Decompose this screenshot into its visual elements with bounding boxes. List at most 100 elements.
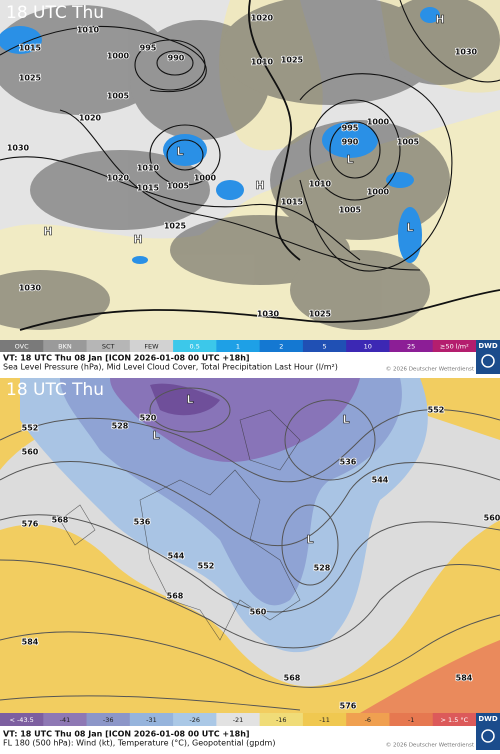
legend-label: -1 xyxy=(408,716,414,724)
legend: OVC BKN SCT FEW 0.5 1 2 5 10 25 ≥50 l/m² xyxy=(0,340,477,352)
legend-label: -36 xyxy=(103,716,114,724)
legend-label: -31 xyxy=(146,716,157,724)
contour-label: 576 xyxy=(340,702,357,711)
pressure-center: L xyxy=(342,413,349,426)
logo-box xyxy=(476,340,500,374)
contour-label: 1010 xyxy=(309,180,332,189)
pressure-center: L xyxy=(306,533,313,546)
contour-labels: 552 560 576 568 584 520 528 536 544 552 568 560 528 5… xyxy=(21,393,500,712)
contour-label: 560 xyxy=(22,448,39,457)
contour-label: 1030 xyxy=(7,144,30,153)
logo: DWD xyxy=(478,715,498,723)
contour-label: 560 xyxy=(250,608,267,617)
pressure-center: L xyxy=(406,221,413,234)
contour-label: 1000 xyxy=(107,52,130,61)
contour-label: 584 xyxy=(22,638,39,647)
contour-label: 1000 xyxy=(367,188,390,197)
legend-swatch xyxy=(0,713,44,726)
legend-swatch xyxy=(259,340,304,352)
time-label: 18 UTC Thu xyxy=(6,380,104,400)
legend-swatch xyxy=(43,340,88,352)
contour-label: 536 xyxy=(340,458,357,467)
contour-label: 560 xyxy=(484,514,500,523)
contour-label: 1025 xyxy=(281,56,304,65)
pressure-center: L xyxy=(152,429,159,442)
contour-label: 1015 xyxy=(137,184,160,193)
legend-label: < -43.5 xyxy=(9,716,33,724)
contour-label: 552 xyxy=(22,424,39,433)
pressure-center: L xyxy=(346,153,353,166)
contour-label: 1010 xyxy=(251,58,274,67)
legend-label: -16 xyxy=(276,716,287,724)
contour-label: 1010 xyxy=(77,26,100,35)
contour-label: 1000 xyxy=(367,118,390,127)
contour-label: 1015 xyxy=(281,198,304,207)
legend-swatch xyxy=(432,340,477,352)
legend-label: FEW xyxy=(144,343,159,351)
legend-swatch xyxy=(259,713,304,726)
contour-label: 1030 xyxy=(455,48,478,57)
contour-label: 1000 xyxy=(194,174,217,183)
contour-label: 520 xyxy=(140,414,157,423)
time-label: 18 UTC Thu xyxy=(6,3,104,23)
top-map: 18 UTC Thu xyxy=(0,0,500,340)
contour-label: 568 xyxy=(52,516,69,525)
contour-label: 1005 xyxy=(397,138,420,147)
contour-label: 552 xyxy=(198,562,215,571)
legend-label: 25 xyxy=(407,343,415,351)
contour-label: 995 xyxy=(342,124,359,133)
contour-label: 584 xyxy=(456,674,473,683)
pressure-center: L xyxy=(176,145,183,158)
legend-label: -11 xyxy=(319,716,330,724)
contour-label: 1025 xyxy=(309,310,332,319)
contour-label: 1005 xyxy=(339,206,362,215)
legend-label: -6 xyxy=(365,716,371,724)
contour-label: 552 xyxy=(428,406,445,415)
legend-swatch xyxy=(43,713,88,726)
contour-label: 1010 xyxy=(137,164,160,173)
contour-label: 528 xyxy=(112,422,129,431)
legend-label: SCT xyxy=(102,343,115,351)
legend: < -43.5 -41 -36 -31 -26 -21 -16 -11 -6 -1 > 1.5 °C xyxy=(0,713,477,726)
contour-label: 1005 xyxy=(167,182,190,191)
legend-label: -41 xyxy=(60,716,71,724)
legend-label: BKN xyxy=(58,343,72,351)
contour-label: 544 xyxy=(168,552,185,561)
legend-swatch xyxy=(0,340,44,352)
legend-label: 0.5 xyxy=(190,343,200,351)
legend-label: > 1.5 °C xyxy=(441,716,469,724)
contour-label: 1030 xyxy=(19,284,42,293)
bottom-map: 18 UTC Thu xyxy=(0,378,500,713)
legend-label: 5 xyxy=(322,343,326,351)
pressure-center: L xyxy=(186,393,193,406)
legend-label: OVC xyxy=(15,343,29,351)
legend-label: 2 xyxy=(279,343,283,351)
legend-swatch xyxy=(346,713,390,726)
contour-label: 544 xyxy=(372,476,389,485)
pressure-center: H xyxy=(43,225,52,238)
legend-swatch xyxy=(173,713,217,726)
contour-label: 568 xyxy=(284,674,301,683)
contour-label: 1020 xyxy=(251,14,274,23)
contour-label: 995 xyxy=(140,44,157,53)
legend-label: 1 xyxy=(236,343,240,351)
legend-swatch xyxy=(389,713,434,726)
logo: DWD xyxy=(478,342,498,350)
legend-swatch xyxy=(346,340,390,352)
legend-swatch xyxy=(216,713,261,726)
legend-label: 10 xyxy=(364,343,372,351)
contour-label: 1020 xyxy=(79,114,102,123)
pressure-center: H xyxy=(435,13,444,26)
caption: FL 180 (500 hPa): Wind (kt), Temperature… xyxy=(3,739,275,748)
legend-swatch xyxy=(86,713,131,726)
legend-swatch xyxy=(173,340,217,352)
legend-swatch xyxy=(129,340,174,352)
contour-label: 990 xyxy=(168,54,185,63)
copyright: © 2026 Deutscher Wetterdienst xyxy=(386,366,475,373)
legend-label: ≥50 l/m² xyxy=(440,343,469,351)
contour-label: 536 xyxy=(134,518,151,527)
legend-swatch xyxy=(302,340,347,352)
pressure-center: H xyxy=(133,233,142,246)
legend-label: -21 xyxy=(233,716,244,724)
